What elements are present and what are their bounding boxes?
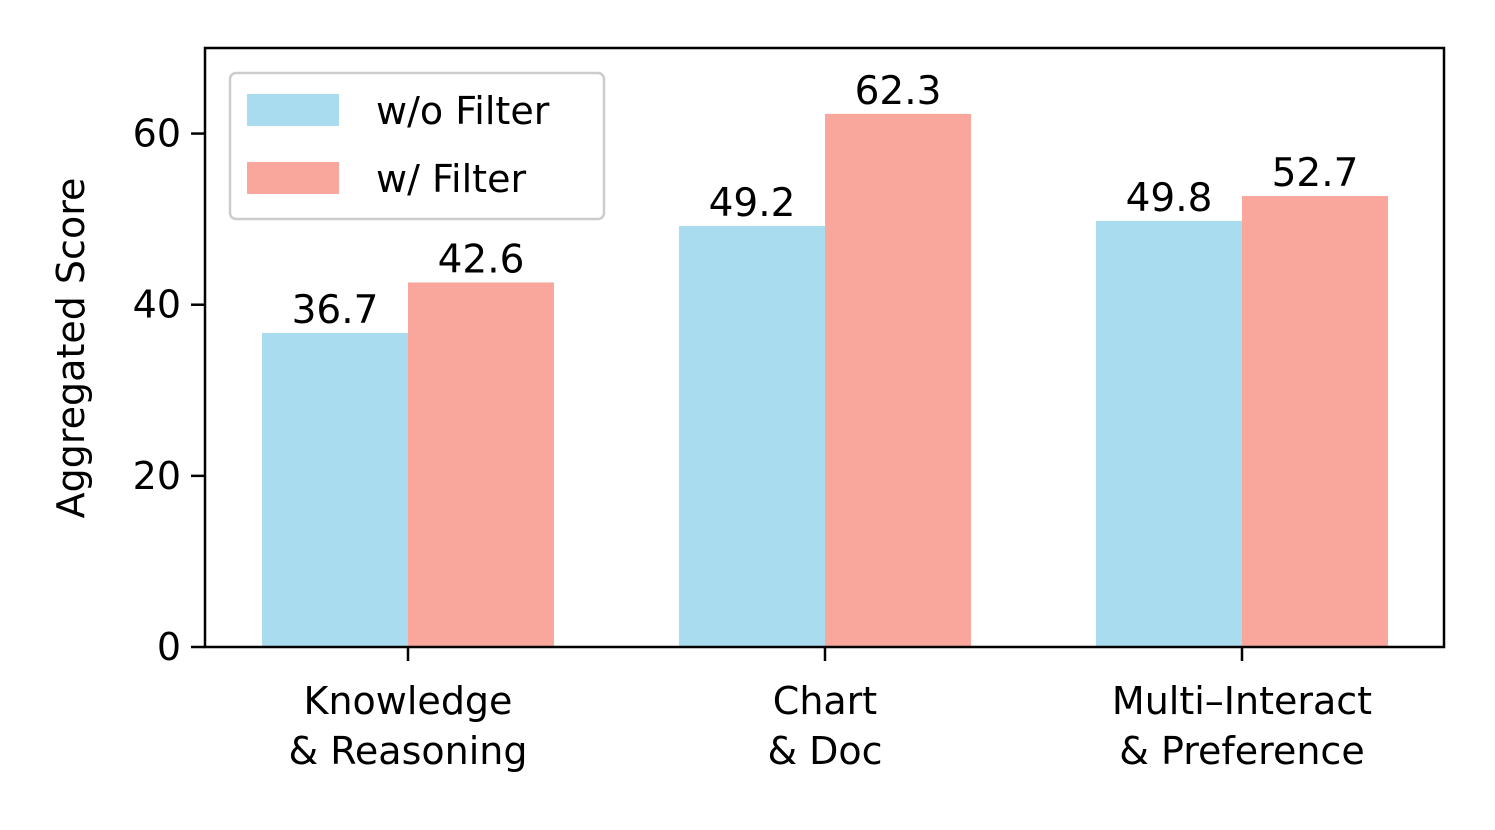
bar-w-filter-0 (408, 282, 554, 647)
bar-wo-filter-0 (262, 332, 408, 647)
bar-w-filter-1 (825, 113, 971, 647)
data-label-wo-filter-0: 36.7 (292, 288, 379, 333)
y-tick-label: 0 (157, 625, 181, 669)
data-labels-layer: 36.7 49.2 49.8 42.6 62.3 52.7 (292, 69, 1359, 333)
x-axis: Knowledge & Reasoning Chart & Doc Multi–Inte… (289, 647, 1372, 773)
data-label-w-filter-0: 42.6 (438, 237, 525, 282)
legend: w/o Filter w/ Filter (228, 71, 606, 221)
legend-label-wo-filter: w/o Filter (376, 89, 550, 133)
x-tick-label: Knowledge & Reasoning (289, 679, 528, 773)
x-tick-label: Multi–Interact & Preference (1112, 679, 1372, 773)
y-axis: 0 20 40 60 (133, 112, 205, 669)
bar-w-filter-2 (1242, 196, 1388, 647)
y-tick-label: 60 (133, 112, 181, 156)
legend-swatch-wo-filter (247, 94, 339, 126)
data-label-w-filter-2: 52.7 (1272, 151, 1359, 196)
data-label-w-filter-1: 62.3 (855, 69, 942, 114)
bars-layer (262, 113, 1388, 647)
legend-label-w-filter: w/ Filter (376, 157, 526, 201)
bar-wo-filter-2 (1096, 220, 1242, 647)
data-label-wo-filter-1: 49.2 (709, 181, 796, 226)
x-tick-label: Chart & Doc (767, 679, 882, 773)
y-tick-label: 20 (133, 454, 181, 498)
legend-swatch-w-filter (247, 162, 339, 194)
y-tick-label: 40 (133, 283, 181, 327)
data-label-wo-filter-2: 49.8 (1126, 176, 1213, 221)
y-axis-title: Aggregated Score (49, 178, 93, 519)
bar-wo-filter-1 (679, 225, 825, 647)
